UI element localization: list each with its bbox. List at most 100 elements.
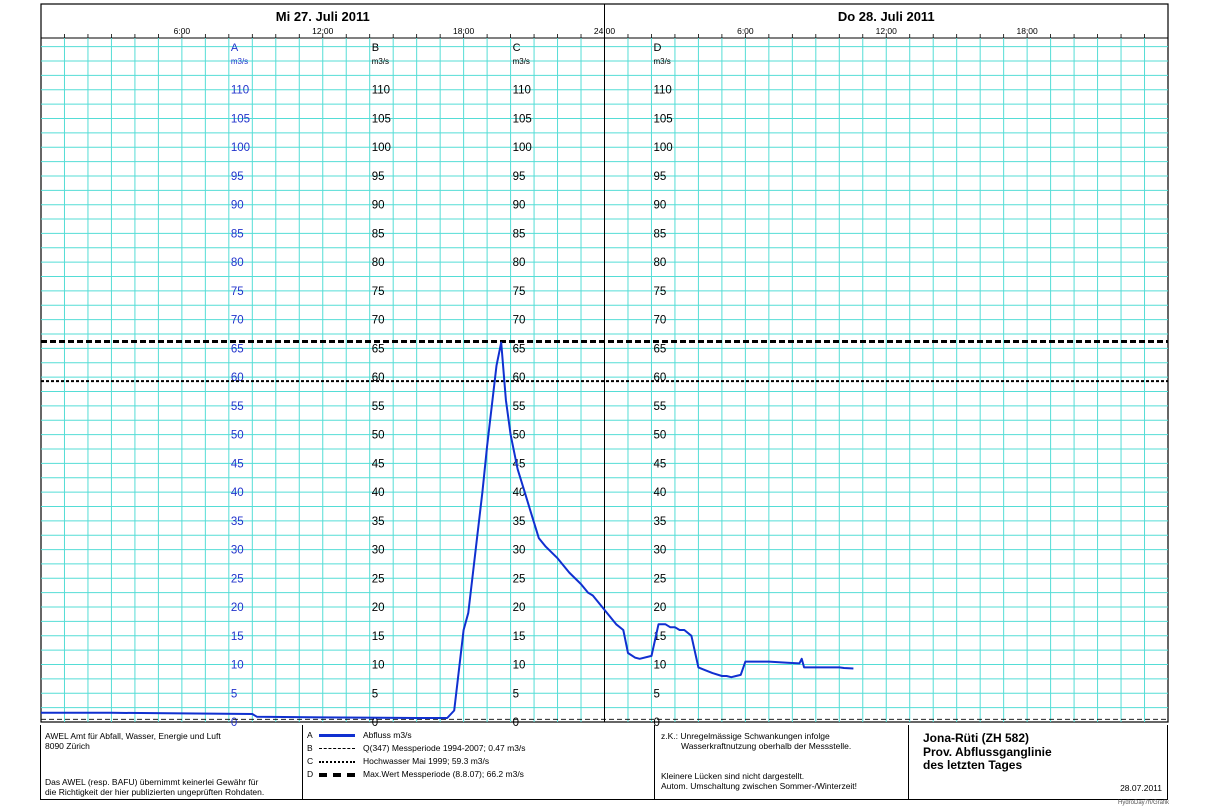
y-tick-label: 25 xyxy=(231,573,244,585)
legend-label: Q(347) Messperiode 1994-2007; 0.47 m3/s xyxy=(363,743,526,753)
time-tick-label: 12:00 xyxy=(876,26,898,36)
y-tick-label: 40 xyxy=(513,487,526,499)
y-tick-label: 65 xyxy=(372,343,385,355)
footer-legend-block: A Abfluss m3/s B Q(347) Messperiode 1994-20… xyxy=(303,725,655,799)
y-tick-label: 20 xyxy=(513,602,526,614)
legend-item-d: D Max.Wert Messperiode (8.8.07); 66.2 m3/… xyxy=(307,769,524,779)
axis-letter-c: C xyxy=(513,42,521,54)
legend-item-b: B Q(347) Messperiode 1994-2007; 0.47 m3/s xyxy=(307,743,526,753)
y-tick-label: 30 xyxy=(653,545,666,557)
y-tick-label: 90 xyxy=(372,200,385,212)
y-tick-label: 70 xyxy=(513,315,526,327)
legend-key: C xyxy=(307,756,314,766)
y-tick-label: 5 xyxy=(231,688,237,700)
y-tick-label: 95 xyxy=(231,171,244,183)
y-tick-label: 60 xyxy=(372,372,385,384)
axis-unit-b: m3/s xyxy=(372,57,389,66)
y-tick-label: 50 xyxy=(231,430,244,442)
y-tick-label: 105 xyxy=(513,113,532,125)
y-tick-label: 20 xyxy=(653,602,666,614)
y-tick-label: 40 xyxy=(372,487,385,499)
y-tick-label: 10 xyxy=(653,660,666,672)
legend-item-c: C Hochwasser Mai 1999; 59.3 m3/s xyxy=(307,756,489,766)
y-tick-label: 110 xyxy=(513,85,531,97)
y-tick-label: 40 xyxy=(653,487,666,499)
y-tick-label: 20 xyxy=(372,602,385,614)
chart-title-line-1: Prov. Abflussganglinie xyxy=(923,745,1052,759)
y-tick-label: 45 xyxy=(513,458,526,470)
y-tick-label: 55 xyxy=(653,401,666,413)
y-tick-label: 70 xyxy=(231,315,244,327)
y-tick-label: 10 xyxy=(231,660,244,672)
legend-swatch xyxy=(319,734,355,738)
y-tick-label: 100 xyxy=(513,142,532,154)
y-tick-label: 95 xyxy=(372,171,385,183)
y-tick-label: 80 xyxy=(372,257,385,269)
y-tick-label: 35 xyxy=(372,516,385,528)
time-tick-label: 24:00 xyxy=(594,26,616,36)
y-tick-label: 110 xyxy=(653,85,671,97)
org-name: AWEL Amt für Abfall, Wasser, Energie und… xyxy=(45,731,221,741)
y-tick-label: 55 xyxy=(231,401,244,413)
y-tick-label: 65 xyxy=(653,343,666,355)
y-tick-label: 50 xyxy=(653,430,666,442)
y-tick-label: 105 xyxy=(231,113,250,125)
note-line-2: Wasserkraftnutzung oberhalb der Messstel… xyxy=(681,741,852,751)
axis-unit-c: m3/s xyxy=(513,57,530,66)
y-tick-label: 90 xyxy=(653,200,666,212)
y-tick-label: 0 xyxy=(653,717,659,729)
y-tick-label: 50 xyxy=(513,430,526,442)
y-tick-label: 5 xyxy=(372,688,378,700)
y-tick-label: 75 xyxy=(231,286,244,298)
legend-label: Abfluss m3/s xyxy=(363,730,412,740)
y-tick-label: 75 xyxy=(653,286,666,298)
y-tick-label: 80 xyxy=(513,257,526,269)
y-tick-label: 45 xyxy=(653,458,666,470)
y-tick-label: 15 xyxy=(231,631,244,643)
y-tick-label: 100 xyxy=(231,142,250,154)
y-tick-label: 70 xyxy=(653,315,666,327)
legend-key: D xyxy=(307,769,314,779)
y-tick-label: 35 xyxy=(513,516,526,528)
y-tick-label: 25 xyxy=(372,573,385,585)
y-tick-label: 110 xyxy=(372,85,390,97)
y-tick-label: 0 xyxy=(372,717,378,729)
footer-title-block: Jona-Rüti (ZH 582) Prov. Abflussganglini… xyxy=(909,725,1168,799)
y-tick-label: 85 xyxy=(372,228,385,240)
footer-notes-block: z.K.: Unregelmässige Schwankungen infolg… xyxy=(655,725,909,799)
y-tick-label: 15 xyxy=(372,631,385,643)
station-name: Jona-Rüti (ZH 582) xyxy=(923,731,1030,745)
y-tick-label: 55 xyxy=(513,401,526,413)
y-tick-label: 10 xyxy=(372,660,385,672)
y-tick-label: 100 xyxy=(653,142,672,154)
y-tick-label: 15 xyxy=(513,631,526,643)
y-tick-label: 35 xyxy=(653,516,666,528)
legend-key: A xyxy=(307,730,313,740)
y-tick-label: 75 xyxy=(372,286,385,298)
disclaimer-line-2: die Richtigkeit der hier publizierten un… xyxy=(45,787,265,797)
chart-title-line-2: des letzten Tages xyxy=(923,758,1023,772)
legend-label: Hochwasser Mai 1999; 59.3 m3/s xyxy=(363,756,490,766)
time-tick-label: 18:00 xyxy=(1016,26,1038,36)
note-line-4: Autom. Umschaltung zwischen Sommer-/Wint… xyxy=(661,781,858,791)
y-tick-label: 80 xyxy=(231,257,244,269)
y-tick-label: 60 xyxy=(231,372,244,384)
report-date: 28.07.2011 xyxy=(1120,783,1162,793)
y-tick-label: 30 xyxy=(513,545,526,557)
y-tick-label: 60 xyxy=(653,372,666,384)
y-tick-label: 30 xyxy=(231,545,244,557)
y-tick-label: 0 xyxy=(513,717,519,729)
y-tick-label: 30 xyxy=(372,545,385,557)
note-line-3: Kleinere Lücken sind nicht dargestellt. xyxy=(661,771,805,781)
day-label-1: Mi 27. Juli 2011 xyxy=(276,9,370,24)
y-tick-label: 95 xyxy=(513,171,526,183)
y-tick-label: 105 xyxy=(653,113,672,125)
y-tick-label: 85 xyxy=(231,228,244,240)
time-tick-label: 6:00 xyxy=(174,26,191,36)
axis-unit-a: m3/s xyxy=(231,57,248,66)
legend-swatch xyxy=(319,748,355,750)
y-tick-label: 10 xyxy=(513,660,526,672)
y-tick-label: 105 xyxy=(372,113,391,125)
y-tick-label: 95 xyxy=(653,171,666,183)
